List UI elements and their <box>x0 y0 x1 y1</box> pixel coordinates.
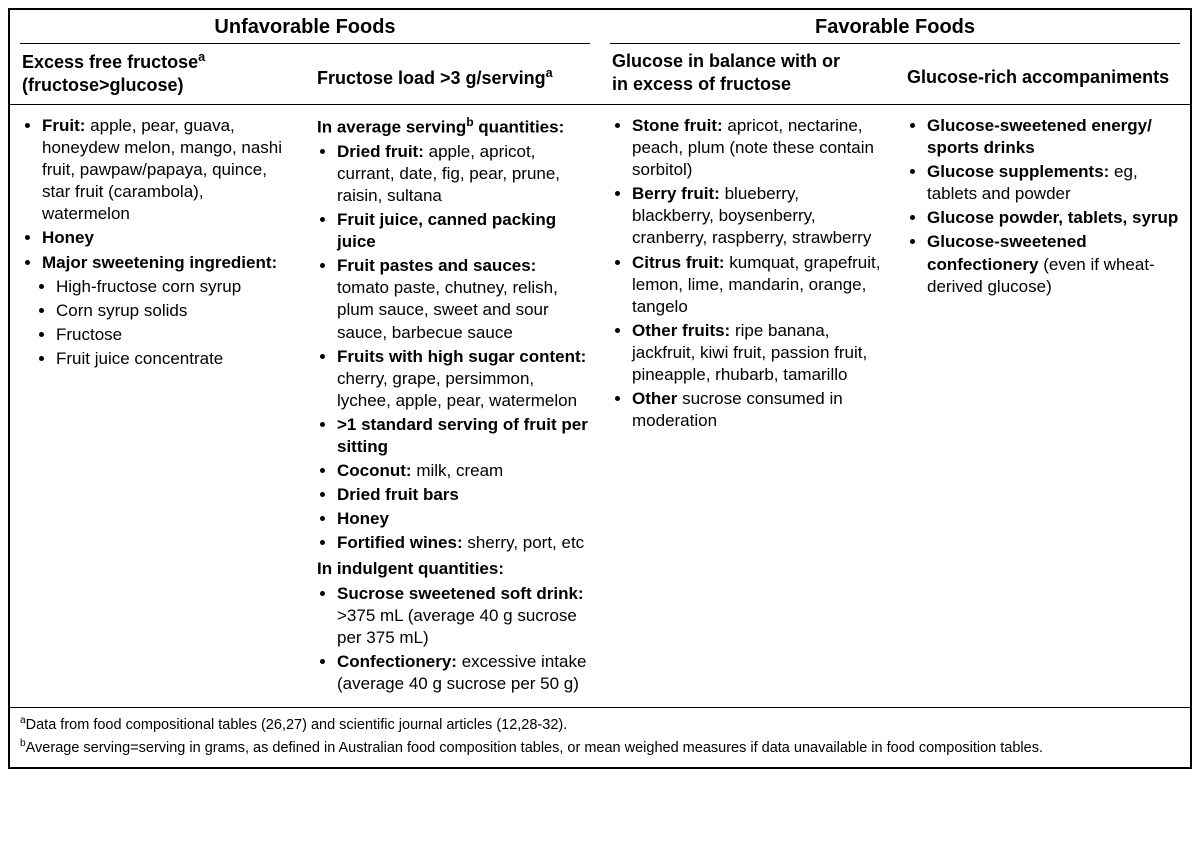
c3-i2-lead: Berry fruit: <box>632 184 720 203</box>
list-item: Sucrose sweetened soft drink: >375 mL (a… <box>337 583 590 649</box>
c2-a3-lead: Fruit pastes and sauces: <box>337 256 536 275</box>
c2-intro1-sup: b <box>466 115 473 129</box>
c4-i3: Glucose powder, tablets, syrup <box>927 208 1178 227</box>
c2-intro1b: quantities: <box>474 118 565 137</box>
c2-a2: Fruit juice, canned packing juice <box>337 210 556 251</box>
c2-b2-lead: Confectionery: <box>337 652 457 671</box>
subheader-col3: Glucose in balance with or in excess of … <box>600 44 895 104</box>
footnotes: aData from food compositional tables (26… <box>10 708 1190 767</box>
c1-s2: Corn syrup solids <box>56 301 187 320</box>
body-col2: In average servingb quantities: Dried fr… <box>305 105 600 707</box>
list-item: Fruit: apple, pear, guava, honeydew melo… <box>42 115 295 225</box>
list-item: Glucose supplements: eg, tablets and pow… <box>927 161 1180 205</box>
c2-a3-rest: tomato paste, chutney, relish, plum sauc… <box>337 278 558 341</box>
c3-i4-lead: Other fruits: <box>632 321 730 340</box>
list-item: Fruits with high sugar content: cherry, … <box>337 346 590 412</box>
c1-s4: Fruit juice concentrate <box>56 349 223 368</box>
sub-c3-l2: in excess of fructose <box>612 74 791 94</box>
c2-intro1a: In average serving <box>317 118 466 137</box>
subheader-col4: Glucose-rich accompaniments <box>895 44 1190 104</box>
c1-s3: Fructose <box>56 325 122 344</box>
list-item: Fortified wines: sherry, port, etc <box>337 532 590 554</box>
c2-a4-lead: Fruits with high sugar content: <box>337 347 586 366</box>
list-item: Honey <box>42 227 295 249</box>
list-item: High-fructose corn syrup <box>56 276 295 298</box>
list-item: Major sweetening ingredient: <box>42 252 295 274</box>
c1-i3: Major sweetening ingredient: <box>42 253 277 272</box>
list-item: Coconut: milk, cream <box>337 460 590 482</box>
subheader-col1: Excess free fructosea (fructose>glucose) <box>10 44 305 104</box>
list-item: Glucose powder, tablets, syrup <box>927 207 1180 229</box>
c2-intro2: In indulgent quantities: <box>317 558 590 580</box>
c3-i5-lead: Other <box>632 389 677 408</box>
sub-c2-text: Fructose load >3 g/serving <box>317 68 546 88</box>
list-item: Dried fruit: apple, apricot, currant, da… <box>337 141 590 207</box>
c2-b1-lead: Sucrose sweetened soft drink: <box>337 584 584 603</box>
c2-a6-rest: milk, cream <box>412 461 504 480</box>
list-item: Corn syrup solids <box>56 300 295 322</box>
c1-i1-lead: Fruit: <box>42 116 85 135</box>
c2-a1-lead: Dried fruit: <box>337 142 424 161</box>
c1-s1: High-fructose corn syrup <box>56 277 241 296</box>
c2-a6-lead: Coconut: <box>337 461 412 480</box>
c4-i1: Glucose-sweetened energy/ sports drinks <box>927 116 1152 157</box>
list-item: Dried fruit bars <box>337 484 590 506</box>
main-header-row: Unfavorable Foods Favorable Foods <box>10 10 1190 44</box>
body-col1: Fruit: apple, pear, guava, honeydew melo… <box>10 105 305 707</box>
list-item: Honey <box>337 508 590 530</box>
list-item: Citrus fruit: kumquat, grapefruit, lemon… <box>632 252 885 318</box>
fn-b-text: Average serving=serving in grams, as def… <box>26 740 1043 756</box>
list-item: Fruit juice concentrate <box>56 348 295 370</box>
subheader-row: Excess free fructosea (fructose>glucose)… <box>10 44 1190 105</box>
c2-a8: Honey <box>337 509 389 528</box>
c2-intro1: In average servingb quantities: <box>317 115 590 139</box>
list-item: Other fruits: ripe banana, jackfruit, ki… <box>632 320 885 386</box>
list-item: Glucose-sweetened energy/ sports drinks <box>927 115 1180 159</box>
footnote-b: bAverage serving=serving in grams, as de… <box>20 737 1180 758</box>
c1-i2: Honey <box>42 228 94 247</box>
sub-c4: Glucose-rich accompaniments <box>907 67 1169 87</box>
c2-a7: Dried fruit bars <box>337 485 459 504</box>
list-item: Fruit juice, canned packing juice <box>337 209 590 253</box>
subheader-col2: Fructose load >3 g/servinga <box>305 44 600 104</box>
sub-c1-l2: (fructose>glucose) <box>22 75 184 95</box>
food-table: Unfavorable Foods Favorable Foods Excess… <box>8 8 1192 769</box>
header-favorable: Favorable Foods <box>610 10 1180 44</box>
list-item: Other sucrose consumed in moderation <box>632 388 885 432</box>
body-row: Fruit: apple, pear, guava, honeydew melo… <box>10 105 1190 708</box>
list-item: Glucose-sweetened confectionery (even if… <box>927 231 1180 297</box>
footnote-a: aData from food compositional tables (26… <box>20 714 1180 735</box>
header-unfavorable: Unfavorable Foods <box>20 10 590 44</box>
sub-c3-l1: Glucose in balance with or <box>612 51 840 71</box>
c3-i3-lead: Citrus fruit: <box>632 253 725 272</box>
list-item: Berry fruit: blueberry, blackberry, boys… <box>632 183 885 249</box>
sub-c1-sup: a <box>198 50 205 64</box>
body-col3: Stone fruit: apricot, nectarine, peach, … <box>600 105 895 707</box>
c2-a5: >1 standard serving of fruit per sitting <box>337 415 588 456</box>
c2-a9-rest: sherry, port, etc <box>463 533 585 552</box>
list-item: Stone fruit: apricot, nectarine, peach, … <box>632 115 885 181</box>
list-item: Fruit pastes and sauces: tomato paste, c… <box>337 255 590 343</box>
c3-i1-lead: Stone fruit: <box>632 116 723 135</box>
body-col4: Glucose-sweetened energy/ sports drinks … <box>895 105 1190 707</box>
c2-a4-rest: cherry, grape, persimmon, lychee, apple,… <box>337 369 577 410</box>
sub-c2-sup: a <box>546 66 553 80</box>
list-item: Fructose <box>56 324 295 346</box>
list-item: Confectionery: excessive intake (average… <box>337 651 590 695</box>
c2-b1-rest: >375 mL (average 40 g sucrose per 375 mL… <box>337 606 577 647</box>
fn-a-text: Data from food compositional tables (26,… <box>26 717 568 733</box>
sub-c1-l1: Excess free fructose <box>22 52 198 72</box>
c4-i2-lead: Glucose supplements: <box>927 162 1109 181</box>
list-item: >1 standard serving of fruit per sitting <box>337 414 590 458</box>
c2-a9-lead: Fortified wines: <box>337 533 463 552</box>
